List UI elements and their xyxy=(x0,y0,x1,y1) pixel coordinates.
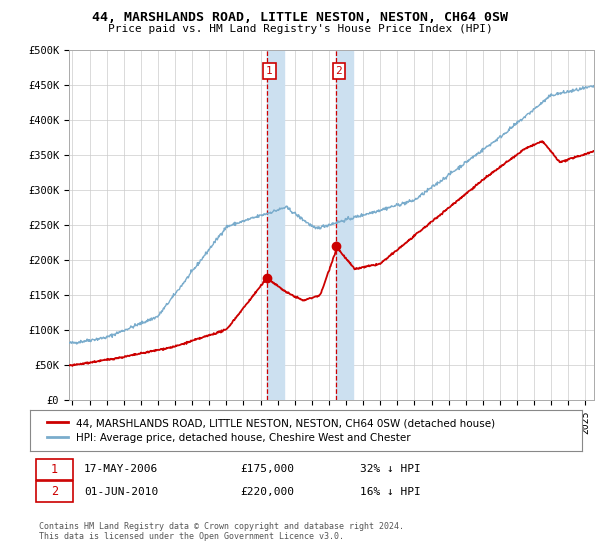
Text: 2: 2 xyxy=(51,485,58,498)
Text: 32% ↓ HPI: 32% ↓ HPI xyxy=(360,464,421,474)
Text: 1: 1 xyxy=(51,463,58,476)
Text: 01-JUN-2010: 01-JUN-2010 xyxy=(84,487,158,497)
Text: 44, MARSHLANDS ROAD, LITTLE NESTON, NESTON, CH64 0SW: 44, MARSHLANDS ROAD, LITTLE NESTON, NEST… xyxy=(92,11,508,24)
Legend: 44, MARSHLANDS ROAD, LITTLE NESTON, NESTON, CH64 0SW (detached house), HPI: Aver: 44, MARSHLANDS ROAD, LITTLE NESTON, NEST… xyxy=(41,412,502,450)
Text: Contains HM Land Registry data © Crown copyright and database right 2024.
This d: Contains HM Land Registry data © Crown c… xyxy=(39,522,404,542)
Text: 1: 1 xyxy=(266,66,273,76)
Text: 2: 2 xyxy=(335,66,342,76)
Text: Price paid vs. HM Land Registry's House Price Index (HPI): Price paid vs. HM Land Registry's House … xyxy=(107,24,493,34)
Text: 16% ↓ HPI: 16% ↓ HPI xyxy=(360,487,421,497)
Text: £220,000: £220,000 xyxy=(240,487,294,497)
Text: 17-MAY-2006: 17-MAY-2006 xyxy=(84,464,158,474)
Bar xyxy=(336,50,353,400)
Bar xyxy=(267,50,284,400)
Text: £175,000: £175,000 xyxy=(240,464,294,474)
